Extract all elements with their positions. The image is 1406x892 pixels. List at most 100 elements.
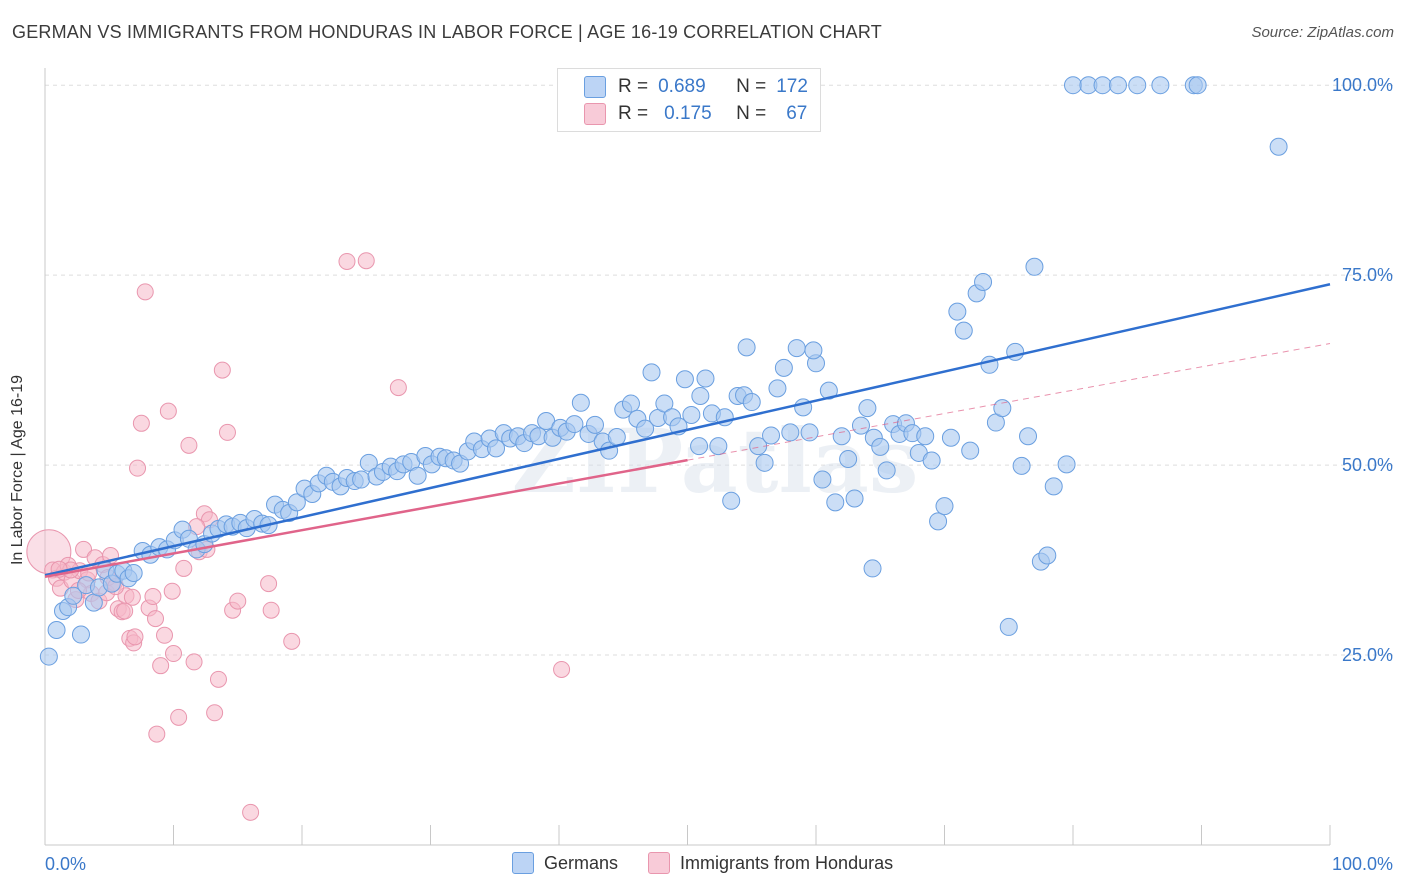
germans-point bbox=[935, 497, 954, 516]
series-legend: Germans Immigrants from Honduras bbox=[512, 852, 923, 874]
germans-point bbox=[1093, 76, 1112, 95]
honduras-point bbox=[180, 436, 198, 454]
germans-point bbox=[974, 272, 993, 291]
y-tick-label: 100.0% bbox=[1332, 75, 1393, 95]
honduras-point bbox=[357, 252, 375, 270]
legend-n-value: 172 bbox=[776, 76, 808, 97]
honduras-point bbox=[170, 708, 188, 726]
germans-point bbox=[804, 341, 823, 360]
germans-point bbox=[71, 625, 90, 644]
germans-point bbox=[871, 437, 890, 456]
x-tick-label: 0.0% bbox=[45, 854, 86, 874]
honduras-point bbox=[175, 559, 193, 577]
germans-points bbox=[39, 76, 1288, 666]
legend-row-honduras: R = 0.175 N = 67 bbox=[584, 101, 807, 127]
honduras-point bbox=[163, 582, 181, 600]
legend-label-germans: Germans bbox=[544, 852, 619, 873]
trend-lines bbox=[44, 283, 1331, 579]
honduras-point bbox=[165, 645, 182, 663]
legend-n-value: 67 bbox=[786, 103, 808, 124]
y-tick-label: 50.0% bbox=[1342, 455, 1393, 475]
honduras-point bbox=[147, 610, 165, 628]
germans-point bbox=[722, 491, 741, 510]
honduras-point bbox=[209, 670, 227, 688]
germans-point bbox=[1128, 76, 1147, 95]
germans-point bbox=[621, 394, 640, 413]
legend-r-value: 0.689 bbox=[658, 76, 706, 97]
germans-point bbox=[787, 339, 806, 358]
germans-point bbox=[565, 415, 584, 434]
germans-point bbox=[1269, 137, 1288, 156]
germans-point bbox=[845, 489, 864, 508]
germans-point bbox=[929, 512, 948, 531]
honduras-point bbox=[185, 653, 203, 671]
honduras-point bbox=[260, 575, 278, 593]
germans-point bbox=[954, 321, 973, 340]
honduras-point bbox=[144, 588, 162, 606]
germans-point bbox=[819, 381, 838, 400]
germans-point bbox=[1038, 546, 1057, 565]
legend-item-germans[interactable]: Germans bbox=[512, 852, 618, 874]
germans-point bbox=[993, 399, 1012, 418]
germans-point bbox=[1064, 76, 1082, 95]
germans-point bbox=[774, 358, 793, 377]
y-tick-label: 75.0% bbox=[1342, 265, 1393, 285]
legend-n-label: N = bbox=[736, 103, 767, 124]
germans-point bbox=[709, 437, 728, 456]
legend-label-honduras: Immigrants from Honduras bbox=[680, 852, 894, 873]
honduras-points bbox=[26, 252, 571, 821]
y-tick-label: 25.0% bbox=[1342, 645, 1393, 665]
germans-point bbox=[737, 338, 756, 357]
honduras-point bbox=[136, 283, 154, 301]
germans-point bbox=[941, 428, 960, 447]
germans-point bbox=[762, 426, 781, 445]
germans-point bbox=[84, 593, 103, 612]
honduras-point bbox=[159, 402, 177, 420]
legend-row-germans: R = 0.689 N = 172 bbox=[584, 74, 808, 100]
germans-point bbox=[1019, 427, 1038, 446]
germans-point bbox=[948, 302, 967, 321]
germans-point bbox=[1012, 456, 1031, 475]
germans-point bbox=[1025, 257, 1044, 276]
axes bbox=[44, 68, 1331, 846]
germans-point bbox=[359, 453, 378, 472]
germans-point bbox=[826, 493, 845, 512]
germans-point bbox=[287, 493, 306, 512]
germans-point bbox=[1188, 76, 1207, 95]
honduras-point bbox=[152, 657, 170, 675]
legend-n-label: N = bbox=[736, 76, 767, 97]
germans-point bbox=[487, 439, 506, 458]
germans-trend-line bbox=[44, 283, 1331, 577]
germans-point bbox=[922, 451, 941, 470]
honduras-point bbox=[213, 361, 231, 379]
honduras-point bbox=[206, 704, 224, 722]
germans-point bbox=[877, 461, 896, 480]
honduras-point bbox=[283, 632, 301, 650]
germans-point bbox=[124, 563, 143, 582]
honduras-point bbox=[218, 423, 236, 441]
honduras-point bbox=[132, 414, 150, 432]
germans-point bbox=[408, 466, 427, 485]
legend-swatch-honduras bbox=[584, 103, 606, 125]
legend-r-value: 0.175 bbox=[664, 103, 712, 124]
germans-point bbox=[571, 393, 590, 412]
germans-point bbox=[839, 450, 858, 469]
germans-point bbox=[691, 386, 710, 405]
germans-point bbox=[1057, 455, 1076, 474]
germans-point bbox=[636, 419, 655, 438]
honduras-point bbox=[338, 252, 356, 270]
germans-point bbox=[863, 559, 882, 578]
honduras-point bbox=[229, 592, 247, 610]
germans-point bbox=[832, 427, 851, 446]
germans-point bbox=[999, 617, 1018, 636]
honduras-point bbox=[242, 803, 260, 821]
legend-item-honduras[interactable]: Immigrants from Honduras bbox=[648, 852, 893, 874]
germans-point bbox=[858, 399, 877, 418]
honduras-trend-line bbox=[44, 458, 688, 579]
germans-point bbox=[800, 423, 819, 442]
germans-point bbox=[781, 423, 800, 442]
honduras-point bbox=[553, 660, 571, 678]
honduras-point bbox=[123, 588, 141, 606]
legend-swatch-honduras bbox=[648, 852, 671, 874]
